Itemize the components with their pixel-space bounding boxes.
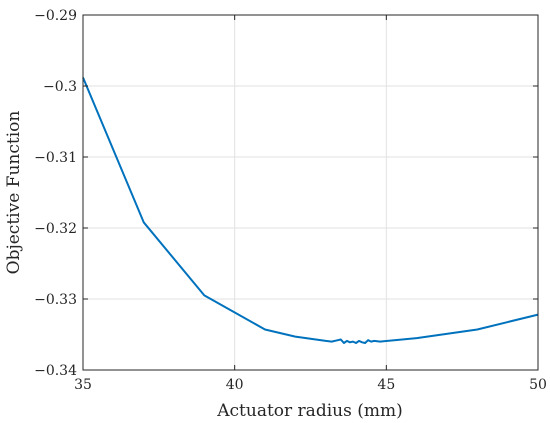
tick-layer: 35 40 45 50 −0.29 −0.3 −0.31 −0.32 −0.33 −0.34 <box>34 8 547 393</box>
y-tick-label: −0.31 <box>34 150 77 166</box>
y-tick-label: −0.3 <box>43 79 77 95</box>
y-tick-label: −0.33 <box>34 292 77 308</box>
y-tick-label: −0.34 <box>34 363 77 379</box>
y-tick-label: −0.32 <box>34 221 77 237</box>
series-layer <box>82 77 539 344</box>
x-tick-label: 35 <box>74 377 92 393</box>
x-tick-label: 45 <box>377 377 395 393</box>
x-tick-label: 40 <box>226 377 244 393</box>
y-tick-label: −0.29 <box>34 8 77 24</box>
x-tick-label: 50 <box>529 377 547 393</box>
y-axis-label: Objective Function <box>4 111 24 275</box>
grid <box>82 14 539 371</box>
axes <box>82 14 539 371</box>
series-line <box>82 77 539 344</box>
x-axis-label: Actuator radius (mm) <box>216 401 402 421</box>
plot-frame <box>82 14 539 371</box>
